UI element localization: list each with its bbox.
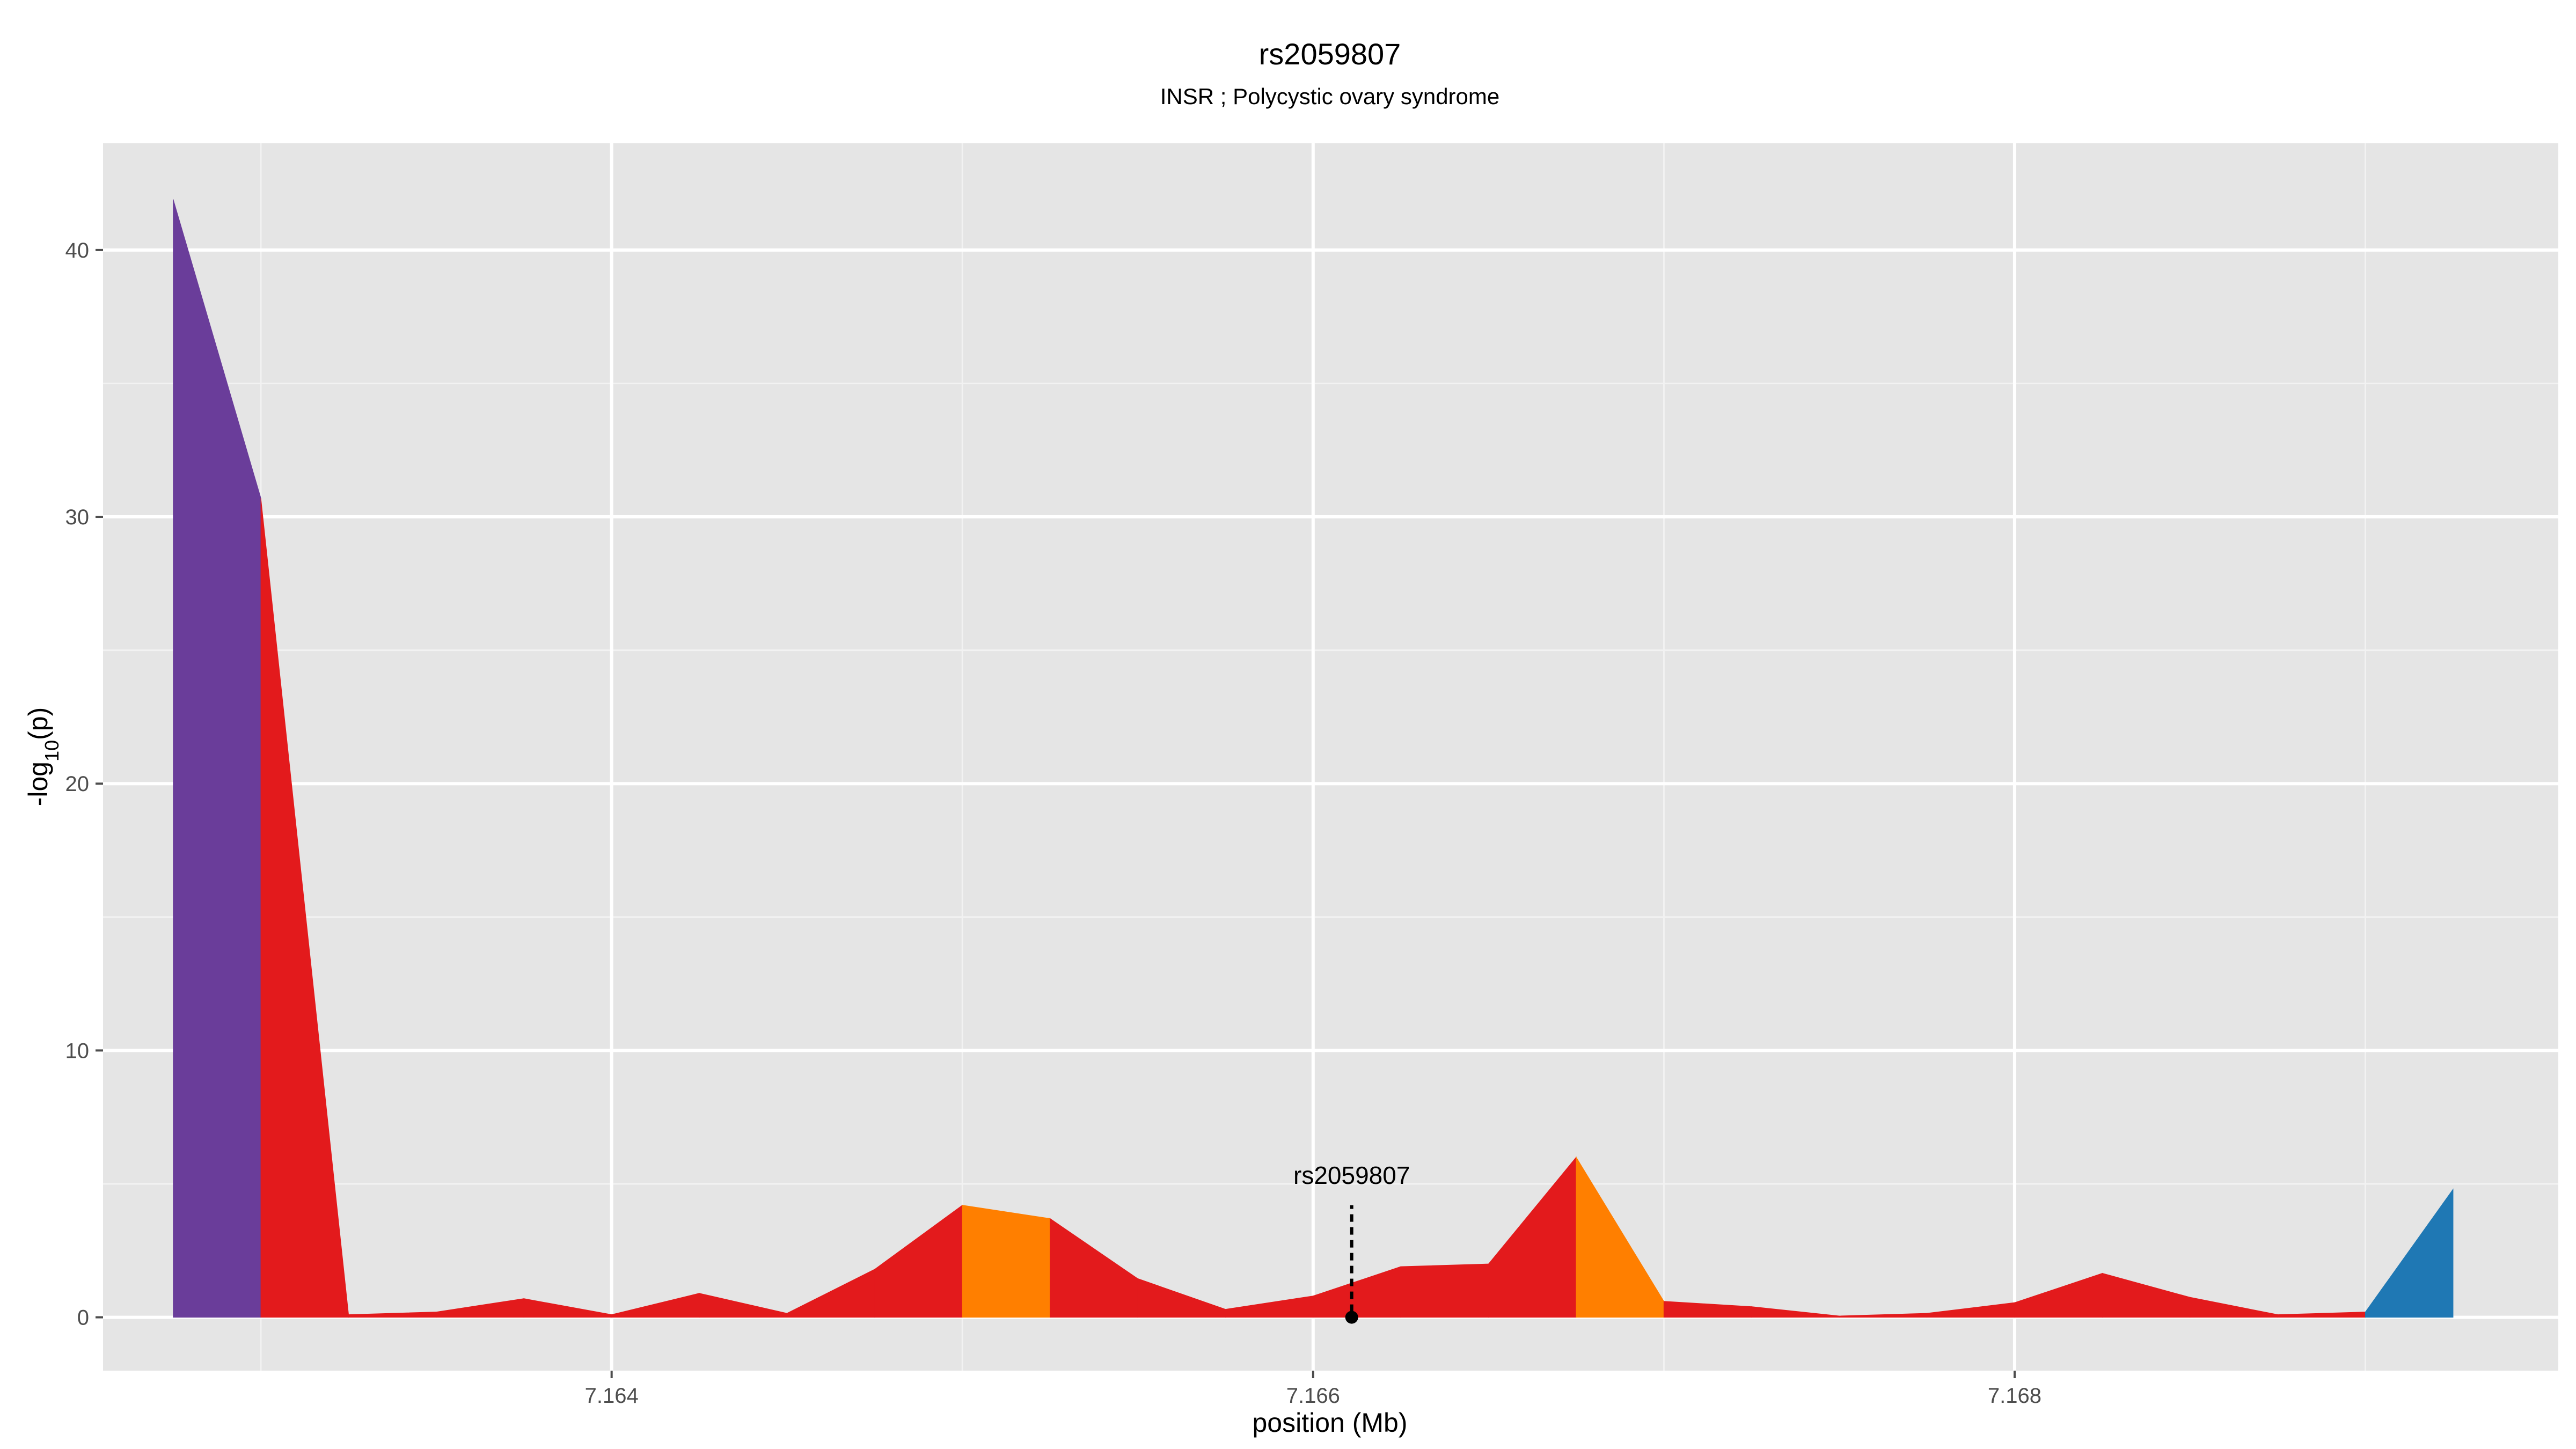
minor-gridlines [103, 143, 2558, 1371]
area-segments [173, 199, 2454, 1318]
snp-annotation: rs2059807 [1293, 1161, 1410, 1324]
y-axis-title-main: -log [23, 762, 53, 806]
x-tick-label: 7.168 [1988, 1384, 2041, 1408]
y-axis-title: -log10(p) [23, 707, 63, 807]
y-axis-title-tail: (p) [23, 707, 53, 740]
x-axis: 7.164 7.166 7.168 [585, 1371, 2041, 1408]
y-tick-label: 40 [65, 239, 90, 262]
y-axis-title-subscript: 10 [41, 740, 63, 762]
y-tick-label: 0 [77, 1306, 89, 1330]
y-tick-label: 10 [65, 1039, 90, 1063]
x-tick-label: 7.166 [1286, 1384, 1340, 1408]
x-tick-label: 7.164 [585, 1384, 639, 1408]
chart-subtitle: INSR ; Polycystic ovary syndrome [1160, 84, 1500, 109]
y-axis: 0 10 20 30 40 [65, 239, 103, 1330]
annotation-label: rs2059807 [1293, 1161, 1410, 1189]
area-segment [1400, 1263, 1489, 1318]
area-segment [2365, 1188, 2454, 1318]
area-segment [962, 1205, 1051, 1318]
chart-title: rs2059807 [1259, 37, 1401, 71]
y-tick-label: 20 [65, 772, 90, 796]
plot-panel [103, 143, 2558, 1371]
x-axis-title: position (Mb) [1253, 1408, 1408, 1438]
y-tick-label: 30 [65, 506, 90, 529]
annotation-point [1345, 1311, 1358, 1324]
